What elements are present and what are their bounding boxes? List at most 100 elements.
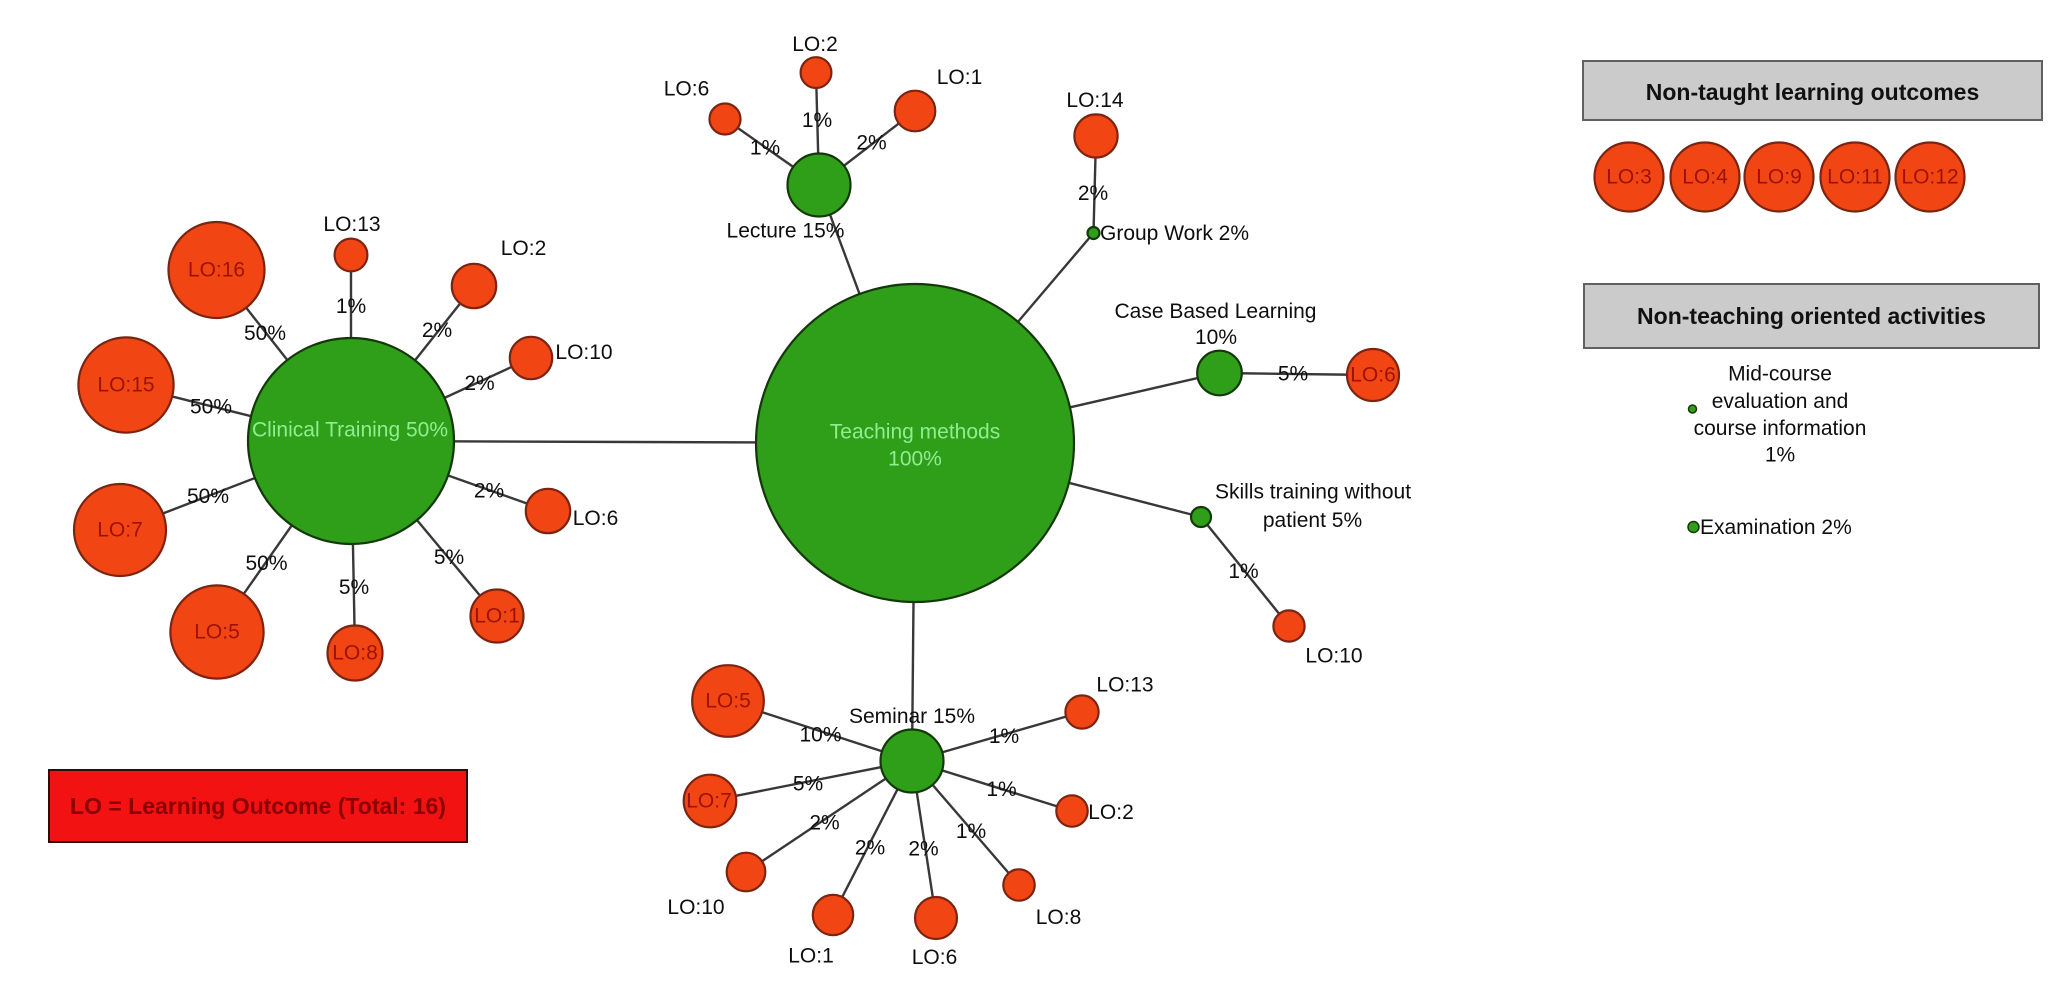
node-circle-ct-lo2 <box>450 262 498 310</box>
edge-weight-label-clinical-training--ct-lo1: 5% <box>434 546 464 569</box>
legend-outcome-label-lo12: LO:12 <box>1901 166 1958 189</box>
legend-panel-box-non-teaching <box>1583 283 2040 349</box>
node-circle-group-work <box>1086 225 1101 241</box>
node-circle-ct-lo10 <box>508 335 554 381</box>
node-label-ct-lo13-0: LO:13 <box>323 213 380 236</box>
node-label-sem-lo8-0: LO:8 <box>1036 906 1082 929</box>
legend-outcome-circle-lo12 <box>1894 141 1966 213</box>
legend-panel-title-non-teaching: Non-teaching oriented activities <box>1637 303 1986 329</box>
note-box <box>48 769 468 843</box>
edge-weight-label-lecture--lec-lo6: 1% <box>750 137 780 160</box>
node-circle-gw-lo14 <box>1073 113 1119 159</box>
edge-weight-label-seminar--sem-lo10: 2% <box>809 812 839 835</box>
edge-weight-label-seminar--sem-lo6: 2% <box>908 838 938 861</box>
node-label-group-work-0: Group Work 2% <box>1100 222 1249 245</box>
node-circle-ct-lo8 <box>326 624 384 682</box>
node-label-sem-lo2-0: LO:2 <box>1088 801 1134 824</box>
edge-weight-label-seminar--sem-lo13: 1% <box>989 725 1019 748</box>
node-circle-sem-lo7 <box>682 773 738 829</box>
node-label-sem-lo6-0: LO:6 <box>912 946 958 969</box>
node-label-lecture-0: Lecture 15% <box>727 220 845 243</box>
node-circle-lec-lo2 <box>799 56 833 90</box>
node-label-sem-lo1-0: LO:1 <box>788 945 834 968</box>
node-circle-sem-lo13 <box>1064 694 1100 730</box>
node-circle-sem-lo6 <box>913 895 959 941</box>
node-label-ct-lo16-0: LO:16 <box>188 259 245 282</box>
node-circle-sem-lo5 <box>691 664 765 738</box>
legend-outcome-label-lo4: LO:4 <box>1682 166 1728 189</box>
node-circle-ct-lo7 <box>72 482 168 578</box>
edge-weight-label-clinical-training--ct-lo16: 50% <box>244 322 286 345</box>
legend-outcome-circle-lo11 <box>1819 141 1891 213</box>
node-label-teaching-methods-1: 100% <box>888 448 942 471</box>
legend-outcome-label-lo9: LO:9 <box>1756 166 1802 189</box>
legend-panels-layer: Non-taught learning outcomes LO:3 LO:4 LO:9… <box>1582 60 2043 539</box>
legend-item-text-mid-course-evaluation-3: 1% <box>1765 444 1795 467</box>
node-label-cbl-lo6-0: LO:6 <box>1350 364 1396 387</box>
node-label-skills-training-1: patient 5% <box>1263 509 1362 532</box>
legend-activity-dot-examination <box>1687 520 1700 534</box>
legend-panel-non-teaching: Non-teaching oriented activities Mid-cour… <box>1583 283 2040 539</box>
node-circle-clinical-training <box>246 336 456 546</box>
node-label-gw-lo14-0: LO:14 <box>1066 89 1124 112</box>
edge-weight-label-clinical-training--ct-lo13: 1% <box>336 295 366 318</box>
legend-item-text-mid-course-evaluation-1: evaluation and <box>1712 390 1849 413</box>
node-label-lec-lo1-0: LO:1 <box>937 66 983 89</box>
node-circle-ct-lo6 <box>524 487 572 535</box>
node-circle-sem-lo10 <box>725 851 767 893</box>
node-circle-ct-lo15 <box>77 336 175 434</box>
edge-seminar--sem-lo7 <box>709 759 913 803</box>
labels-layer: 50%1%2%2%50%2%50%5%50%5%1%1%2%2%5%1%10%5… <box>97 33 1411 969</box>
edge-weight-label-clinical-training--ct-lo5: 50% <box>245 552 287 575</box>
legend-outcome-label-lo3: LO:3 <box>1606 166 1652 189</box>
node-label-lec-lo2-0: LO:2 <box>792 33 838 56</box>
legend-panel-non-taught: Non-taught learning outcomes LO:3 LO:4 LO:9… <box>1582 60 2043 213</box>
node-label-sem-lo5-0: LO:5 <box>705 690 751 713</box>
node-label-seminar-0: Seminar 15% <box>849 705 975 728</box>
node-label-ct-lo1-0: LO:1 <box>474 605 520 628</box>
node-circle-case-based-learning <box>1196 349 1243 397</box>
nodes-layer <box>72 56 1401 941</box>
legend-outcome-label-lo11: LO:11 <box>1827 166 1883 189</box>
legend-outcome-circle-lo3 <box>1593 141 1665 213</box>
node-circle-cbl-lo6 <box>1345 347 1401 403</box>
node-label-lec-lo6-0: LO:6 <box>664 78 710 101</box>
node-circle-skills-training <box>1189 505 1213 529</box>
legend-activity-dot-mid-course-evaluation <box>1687 404 1698 414</box>
node-label-ct-lo5-0: LO:5 <box>194 621 240 644</box>
node-circle-ct-lo5 <box>169 584 265 680</box>
node-circle-seminar <box>879 728 945 794</box>
node-circle-ct-lo1 <box>469 588 525 644</box>
legend-item-text-mid-course-evaluation-2: course information <box>1694 417 1867 440</box>
node-label-sem-lo7-0: LO:7 <box>686 790 732 813</box>
note-layer: LO = Learning Outcome (Total: 16) <box>48 769 468 843</box>
edge-weight-label-group-work--gw-lo14: 2% <box>1078 182 1108 205</box>
node-label-ct-lo10-0: LO:10 <box>555 341 612 364</box>
edge-weight-label-clinical-training--ct-lo8: 5% <box>339 576 369 599</box>
edge-weight-label-seminar--sem-lo1: 2% <box>855 837 885 860</box>
node-circle-sem-lo2 <box>1055 794 1089 828</box>
note-text: LO = Learning Outcome (Total: 16) <box>70 793 446 819</box>
edge-weight-label-clinical-training--ct-lo6: 2% <box>474 480 504 503</box>
legend-panel-title-non-taught: Non-taught learning outcomes <box>1646 79 1980 105</box>
node-circle-ct-lo13 <box>333 237 369 273</box>
legend-item-text-mid-course-evaluation-0: Mid-course <box>1728 363 1832 386</box>
node-circle-teaching-methods <box>754 282 1076 604</box>
node-label-st-lo10-0: LO:10 <box>1305 645 1362 668</box>
edge-weight-label-seminar--sem-lo5: 10% <box>799 724 841 747</box>
edge-weight-label-clinical-training--ct-lo15: 50% <box>190 396 232 419</box>
node-circle-ct-lo16 <box>167 220 266 320</box>
node-circle-lec-lo1 <box>893 89 937 133</box>
node-label-case-based-learning-1: 10% <box>1195 326 1237 349</box>
edge-weight-label-seminar--sem-lo2: 1% <box>986 778 1016 801</box>
edge-weight-label-clinical-training--ct-lo10: 2% <box>464 372 494 395</box>
node-label-ct-lo15-0: LO:15 <box>97 374 154 397</box>
node-label-sem-lo13-0: LO:13 <box>1096 674 1153 697</box>
edge-seminar--sem-lo10 <box>745 760 913 873</box>
node-label-teaching-methods-0: Teaching methods <box>830 421 1000 444</box>
edge-weight-label-lecture--lec-lo2: 1% <box>802 109 832 132</box>
node-circle-sem-lo8 <box>1002 868 1036 902</box>
legend-panel-box-non-taught <box>1582 60 2043 121</box>
